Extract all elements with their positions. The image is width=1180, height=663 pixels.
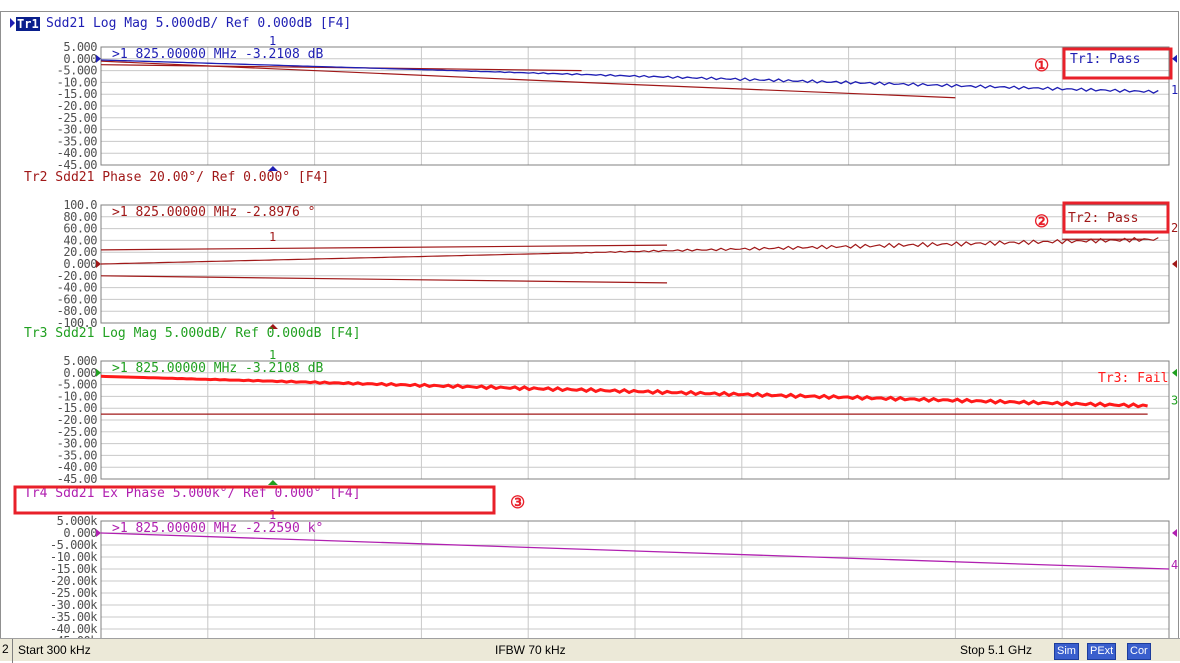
limit-status-tr3: Tr3: Fail	[1098, 371, 1168, 386]
callout-number-1: ①	[1034, 56, 1049, 76]
marker-readout-tr1: >1 825.00000 MHz -3.2108 dB	[112, 47, 323, 62]
limit-status-tr1: Tr1: Pass	[1070, 52, 1140, 67]
limit-line	[101, 245, 667, 250]
limit-line	[101, 276, 667, 283]
status-channel[interactable]: 2	[2, 639, 13, 663]
trace-title-tr3[interactable]: Tr3 Sdd21 Log Mag 5.000dB/ Ref 0.000dB […	[24, 326, 361, 341]
ref-level-left-icon	[96, 529, 101, 537]
trace-line-tr3	[101, 376, 1148, 406]
ref-level-left-icon	[96, 55, 101, 63]
status-flag-cor: Cor	[1127, 643, 1151, 660]
y-tick-label: -45.00	[57, 472, 98, 486]
callout-number-3: ③	[510, 493, 525, 513]
callout-number-2: ②	[1034, 212, 1049, 232]
status-bar: 2 Start 300 kHz IFBW 70 kHz Stop 5.1 GHz…	[0, 638, 1180, 661]
marker-number-tr4: 1	[269, 508, 276, 522]
trace-end-label-tr3: 3	[1171, 394, 1178, 408]
trace-line-tr2	[101, 238, 1158, 264]
marker-readout-tr4: >1 825.00000 MHz -2.2590 k°	[112, 521, 323, 536]
status-start-frequency[interactable]: Start 300 kHz	[18, 643, 91, 657]
limit-status-tr2: Tr2: Pass	[1068, 211, 1138, 226]
grid-tr2	[101, 205, 1169, 323]
trace-panel-tr4: Tr4 Sdd21 Ex Phase 5.000k°/ Ref 0.000° […	[24, 486, 1178, 648]
active-trace-arrow-icon	[10, 18, 15, 28]
marker-position-icon	[268, 480, 278, 485]
marker-readout-tr3: >1 825.00000 MHz -3.2108 dB	[112, 361, 323, 376]
trace-panel-tr1: Sdd21 Log Mag 5.000dB/ Ref 0.000dB [F4] T…	[10, 16, 1178, 172]
status-flag-sim: Sim	[1054, 643, 1079, 660]
trace-title-tr2[interactable]: Tr2 Sdd21 Phase 20.00°/ Ref 0.000° [F4]	[24, 170, 329, 185]
marker-number-tr3: 1	[269, 348, 276, 362]
marker-number-tr2: 1	[269, 230, 276, 244]
status-flag-pext: PExt	[1087, 643, 1116, 660]
grid-tr3	[101, 361, 1169, 479]
trace-end-label-tr2: 2	[1171, 221, 1178, 235]
ref-level-right-icon	[1172, 529, 1177, 537]
ref-level-left-icon	[96, 260, 101, 268]
trace-title-tr1[interactable]: Sdd21 Log Mag 5.000dB/ Ref 0.000dB [F4]	[46, 16, 351, 31]
marker-number-tr1: 1	[269, 34, 276, 48]
trace-end-label-tr1: 1	[1171, 83, 1178, 97]
ref-level-right-icon	[1172, 260, 1177, 268]
ref-level-right-icon	[1172, 55, 1177, 63]
trace-line-tr1	[101, 60, 1158, 93]
status-ifbw[interactable]: IFBW 70 kHz	[495, 643, 566, 657]
ref-level-left-icon	[96, 369, 101, 377]
trace-end-label-tr4: 4	[1171, 558, 1178, 572]
ref-level-right-icon	[1172, 369, 1177, 377]
active-trace-badge-label: Tr1	[17, 17, 39, 31]
trace-panel-tr3: Tr3 Sdd21 Log Mag 5.000dB/ Ref 0.000dB […	[24, 326, 1178, 486]
trace-panel-tr2: Tr2 Sdd21 Phase 20.00°/ Ref 0.000° [F4] 1…	[24, 170, 1178, 330]
marker-readout-tr2: >1 825.00000 MHz -2.8976 °	[112, 205, 316, 220]
status-stop-frequency[interactable]: Stop 5.1 GHz	[960, 643, 1032, 657]
